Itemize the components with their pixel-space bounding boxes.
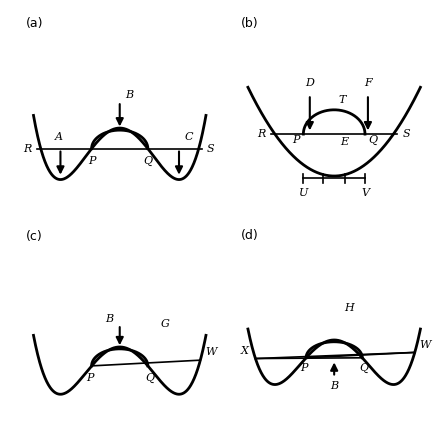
Text: P: P xyxy=(300,363,308,373)
Text: (d): (d) xyxy=(240,229,258,243)
Text: F: F xyxy=(364,78,372,88)
Text: W: W xyxy=(419,340,431,349)
Text: (b): (b) xyxy=(240,17,258,30)
Text: S: S xyxy=(206,144,214,153)
Text: V: V xyxy=(361,188,369,198)
Text: Q: Q xyxy=(360,363,369,373)
Text: C: C xyxy=(185,132,193,142)
Text: Q: Q xyxy=(145,373,154,383)
Text: B: B xyxy=(125,90,134,100)
Text: B: B xyxy=(105,314,113,324)
Text: R: R xyxy=(23,144,32,153)
Text: P: P xyxy=(88,156,95,166)
Text: G: G xyxy=(160,319,169,329)
Text: P: P xyxy=(292,135,299,145)
Text: B: B xyxy=(330,381,338,391)
Text: D: D xyxy=(305,78,314,88)
Text: W: W xyxy=(205,347,216,357)
Text: X: X xyxy=(241,346,249,356)
Text: (c): (c) xyxy=(26,230,43,243)
Text: A: A xyxy=(55,132,63,142)
Text: (a): (a) xyxy=(26,17,44,30)
Text: S: S xyxy=(403,129,410,139)
Text: E: E xyxy=(340,137,348,147)
Text: R: R xyxy=(257,129,266,139)
Text: Q: Q xyxy=(143,156,153,166)
Text: H: H xyxy=(344,303,354,313)
Text: T: T xyxy=(339,95,346,106)
Text: Q: Q xyxy=(369,135,378,145)
Text: U: U xyxy=(299,188,308,198)
Text: P: P xyxy=(86,373,93,383)
